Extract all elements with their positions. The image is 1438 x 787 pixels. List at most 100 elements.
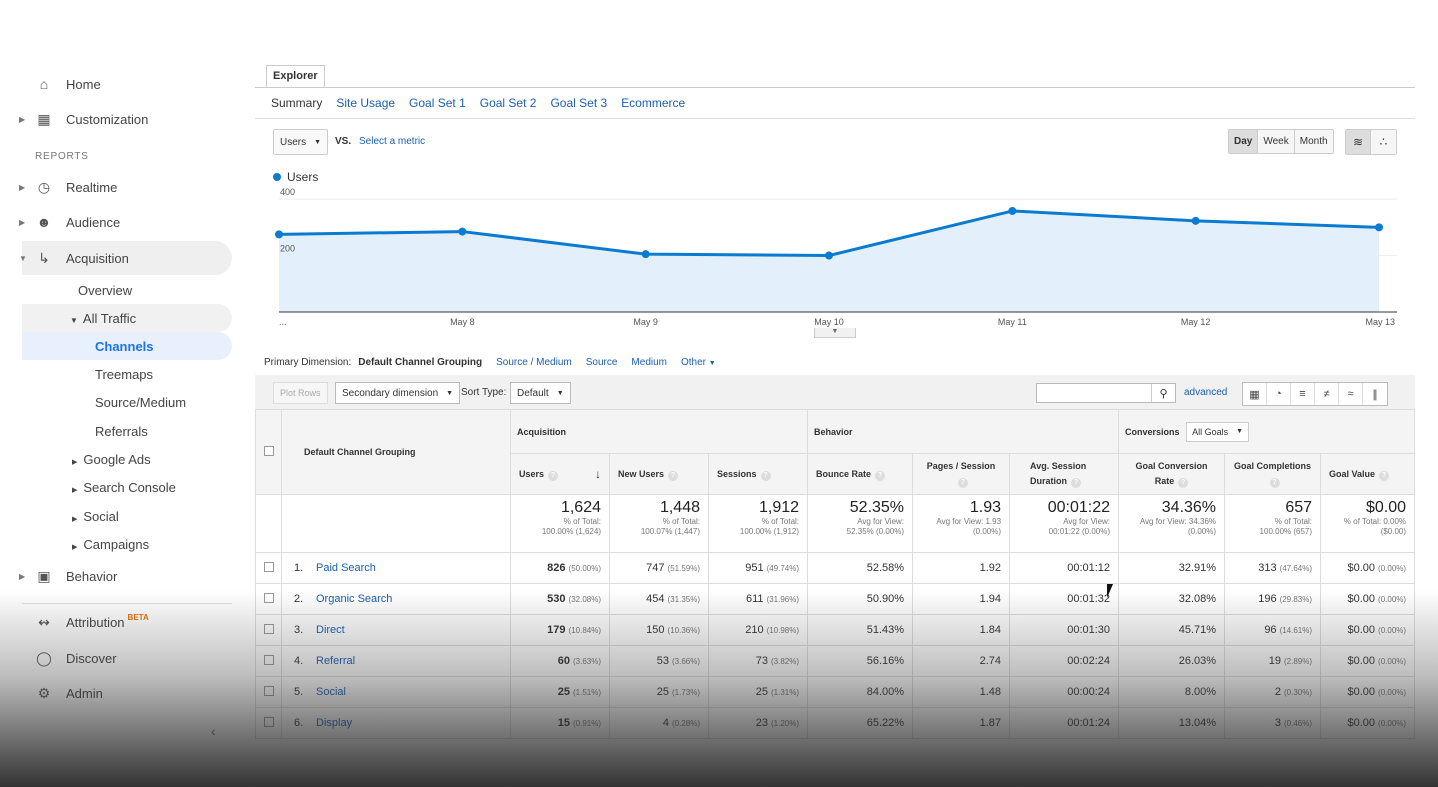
help-icon[interactable]: ? — [875, 470, 886, 481]
nav-search-console[interactable]: ▶ Search Console — [72, 480, 176, 495]
nav-admin[interactable]: ⚙ Admin — [22, 678, 103, 708]
header-users[interactable]: Users? ↓ — [510, 453, 610, 495]
row-checkbox[interactable] — [263, 561, 274, 572]
motion-chart-icon[interactable]: ∴ — [1371, 130, 1396, 154]
line-chart-icon[interactable]: ≋ — [1346, 130, 1371, 154]
row-users-pct: (10.84%) — [568, 626, 601, 635]
row-goal-completions: 3 — [1274, 717, 1282, 729]
subtab-goal-set-1[interactable]: Goal Set 1 — [409, 96, 466, 110]
subtab-goal-set-2[interactable]: Goal Set 2 — [479, 96, 537, 110]
nav-all-traffic[interactable]: ▼ All Traffic — [70, 311, 136, 326]
subtab-ecommerce[interactable]: Ecommerce — [621, 96, 686, 110]
period-day-button[interactable]: Day — [1229, 130, 1259, 153]
subtab-goal-set-3[interactable]: Goal Set 3 — [550, 96, 608, 110]
nav-campaigns[interactable]: ▶ Campaigns — [72, 537, 149, 552]
subtab-site-usage[interactable]: Site Usage — [336, 96, 396, 110]
gear-icon: ⚙ — [37, 684, 51, 701]
nav-treemaps[interactable]: Treemaps — [95, 367, 154, 382]
comparison-icon[interactable]: ≠ — [1315, 383, 1339, 405]
nav-overview[interactable]: Overview — [78, 283, 133, 298]
nav-behavior[interactable]: ▶ ▣ Behavior — [19, 561, 117, 591]
header-pages-session[interactable]: Pages / Session? — [912, 453, 1011, 495]
row-sessions-cell: 73 (3.82%) — [707, 645, 809, 677]
search-icon[interactable]: ⚲ — [1151, 384, 1175, 402]
x-tick-label: May 10 — [814, 317, 844, 327]
row-goal-conversion-rate: 8.00% — [1118, 676, 1226, 708]
help-icon[interactable]: ? — [1071, 478, 1082, 488]
select-metric-link[interactable]: Select a metric — [359, 136, 426, 147]
sort-type-label: Sort Type: — [461, 387, 507, 398]
help-icon[interactable]: ? — [1269, 478, 1280, 488]
nav-referrals[interactable]: Referrals — [95, 424, 148, 439]
row-channel-link[interactable]: Display — [316, 717, 353, 729]
all-traffic-highlight — [22, 304, 232, 332]
channels-highlight — [22, 332, 232, 360]
header-goal-value[interactable]: Goal Value? — [1320, 453, 1416, 495]
term-cloud-icon[interactable]: ≈ — [1339, 383, 1363, 405]
dimension-medium[interactable]: Medium — [631, 357, 667, 368]
row-new-users-cell: 747 (51.59%) — [609, 552, 709, 584]
row-goal-conversion-rate: 26.03% — [1118, 645, 1226, 677]
help-icon[interactable]: ? — [1178, 478, 1189, 488]
nav-acquisition[interactable]: ▼ ↳ Acquisition — [19, 243, 129, 273]
nav-social[interactable]: ▶ Social — [72, 509, 119, 524]
nav-source-medium[interactable]: Source/Medium — [95, 395, 187, 410]
row-sessions: 210 — [745, 624, 764, 636]
percentage-pie-icon[interactable]: ◔ — [1267, 383, 1291, 405]
select-all-checkbox[interactable] — [263, 445, 274, 456]
plot-rows-button[interactable]: Plot Rows — [273, 382, 328, 404]
dimension-source[interactable]: Source — [585, 357, 618, 368]
sort-type-dropdown[interactable]: Default ▼ — [510, 382, 571, 404]
help-icon[interactable]: ? — [548, 470, 559, 481]
row-channel-link[interactable]: Direct — [316, 624, 345, 636]
header-new-users[interactable]: New Users? — [609, 453, 709, 495]
row-checkbox[interactable] — [263, 654, 274, 665]
chart-resize-handle[interactable]: ▼ — [814, 328, 856, 338]
nav-google-ads[interactable]: ▶ Google Ads — [72, 452, 151, 467]
row-sessions: 73 — [755, 655, 769, 667]
row-goal-completions-pct: (0.30%) — [1284, 688, 1313, 697]
nav-channels[interactable]: Channels — [95, 339, 154, 354]
row-channel-link[interactable]: Social — [316, 686, 346, 698]
period-week-button[interactable]: Week — [1258, 130, 1295, 153]
row-channel-link[interactable]: Organic Search — [316, 593, 393, 605]
nav-customization[interactable]: ▶ ▦ Customization — [19, 104, 148, 134]
metric-dropdown[interactable]: Users ▼ — [273, 129, 329, 155]
period-month-button[interactable]: Month — [1294, 130, 1333, 153]
tab-explorer[interactable]: Explorer — [266, 65, 325, 87]
header-sessions[interactable]: Sessions? — [707, 453, 809, 495]
data-table-icon[interactable]: ▦ — [1243, 383, 1267, 405]
row-channel-link[interactable]: Referral — [316, 655, 356, 667]
header-bounce-rate[interactable]: Bounce Rate? — [807, 453, 914, 495]
collapse-sidebar-icon[interactable]: ‹ — [211, 723, 216, 739]
row-checkbox[interactable] — [263, 685, 274, 696]
nav-discover[interactable]: ◯ Discover — [22, 643, 116, 673]
goal-select-dropdown[interactable]: All Goals ▼ — [1186, 421, 1250, 442]
total-sessions-detail: 100.00% (1,912) — [739, 527, 800, 536]
sort-arrow-down-icon[interactable]: ↓ — [595, 466, 601, 481]
pivot-icon[interactable]: ∥ — [1372, 388, 1378, 401]
header-avg-session-duration[interactable]: Avg. Session Duration? — [1009, 453, 1120, 495]
header-goal-completions[interactable]: Goal Completions? — [1224, 453, 1322, 495]
row-checkbox[interactable] — [263, 623, 274, 634]
dimension-other[interactable]: Other ▼ — [681, 357, 716, 368]
header-goal-conversion-rate[interactable]: Goal Conversion Rate? — [1118, 453, 1226, 495]
performance-bar-icon[interactable]: ≡ — [1291, 383, 1315, 405]
help-icon[interactable]: ? — [958, 478, 969, 488]
nav-home[interactable]: ⌂ Home — [22, 69, 101, 99]
dimension-source-medium[interactable]: Source / Medium — [496, 357, 572, 368]
help-icon[interactable]: ? — [760, 470, 771, 481]
row-pages-session: 1.48 — [912, 676, 1011, 708]
nav-realtime[interactable]: ▶ ◷ Realtime — [19, 172, 117, 202]
subtab-summary[interactable]: Summary — [271, 96, 323, 110]
row-checkbox[interactable] — [263, 716, 274, 727]
row-channel-link[interactable]: Paid Search — [316, 562, 376, 574]
help-icon[interactable]: ? — [1379, 470, 1390, 481]
row-checkbox[interactable] — [263, 592, 274, 603]
nav-attribution[interactable]: ↭ Attribution BETA — [22, 607, 149, 637]
nav-audience[interactable]: ▶ ☻ Audience — [19, 207, 120, 237]
table-search-input[interactable]: ⚲ — [1036, 383, 1176, 403]
secondary-dimension-dropdown[interactable]: Secondary dimension ▼ — [335, 382, 461, 404]
help-icon[interactable]: ? — [668, 470, 679, 481]
advanced-filter-link[interactable]: advanced — [1184, 387, 1228, 398]
